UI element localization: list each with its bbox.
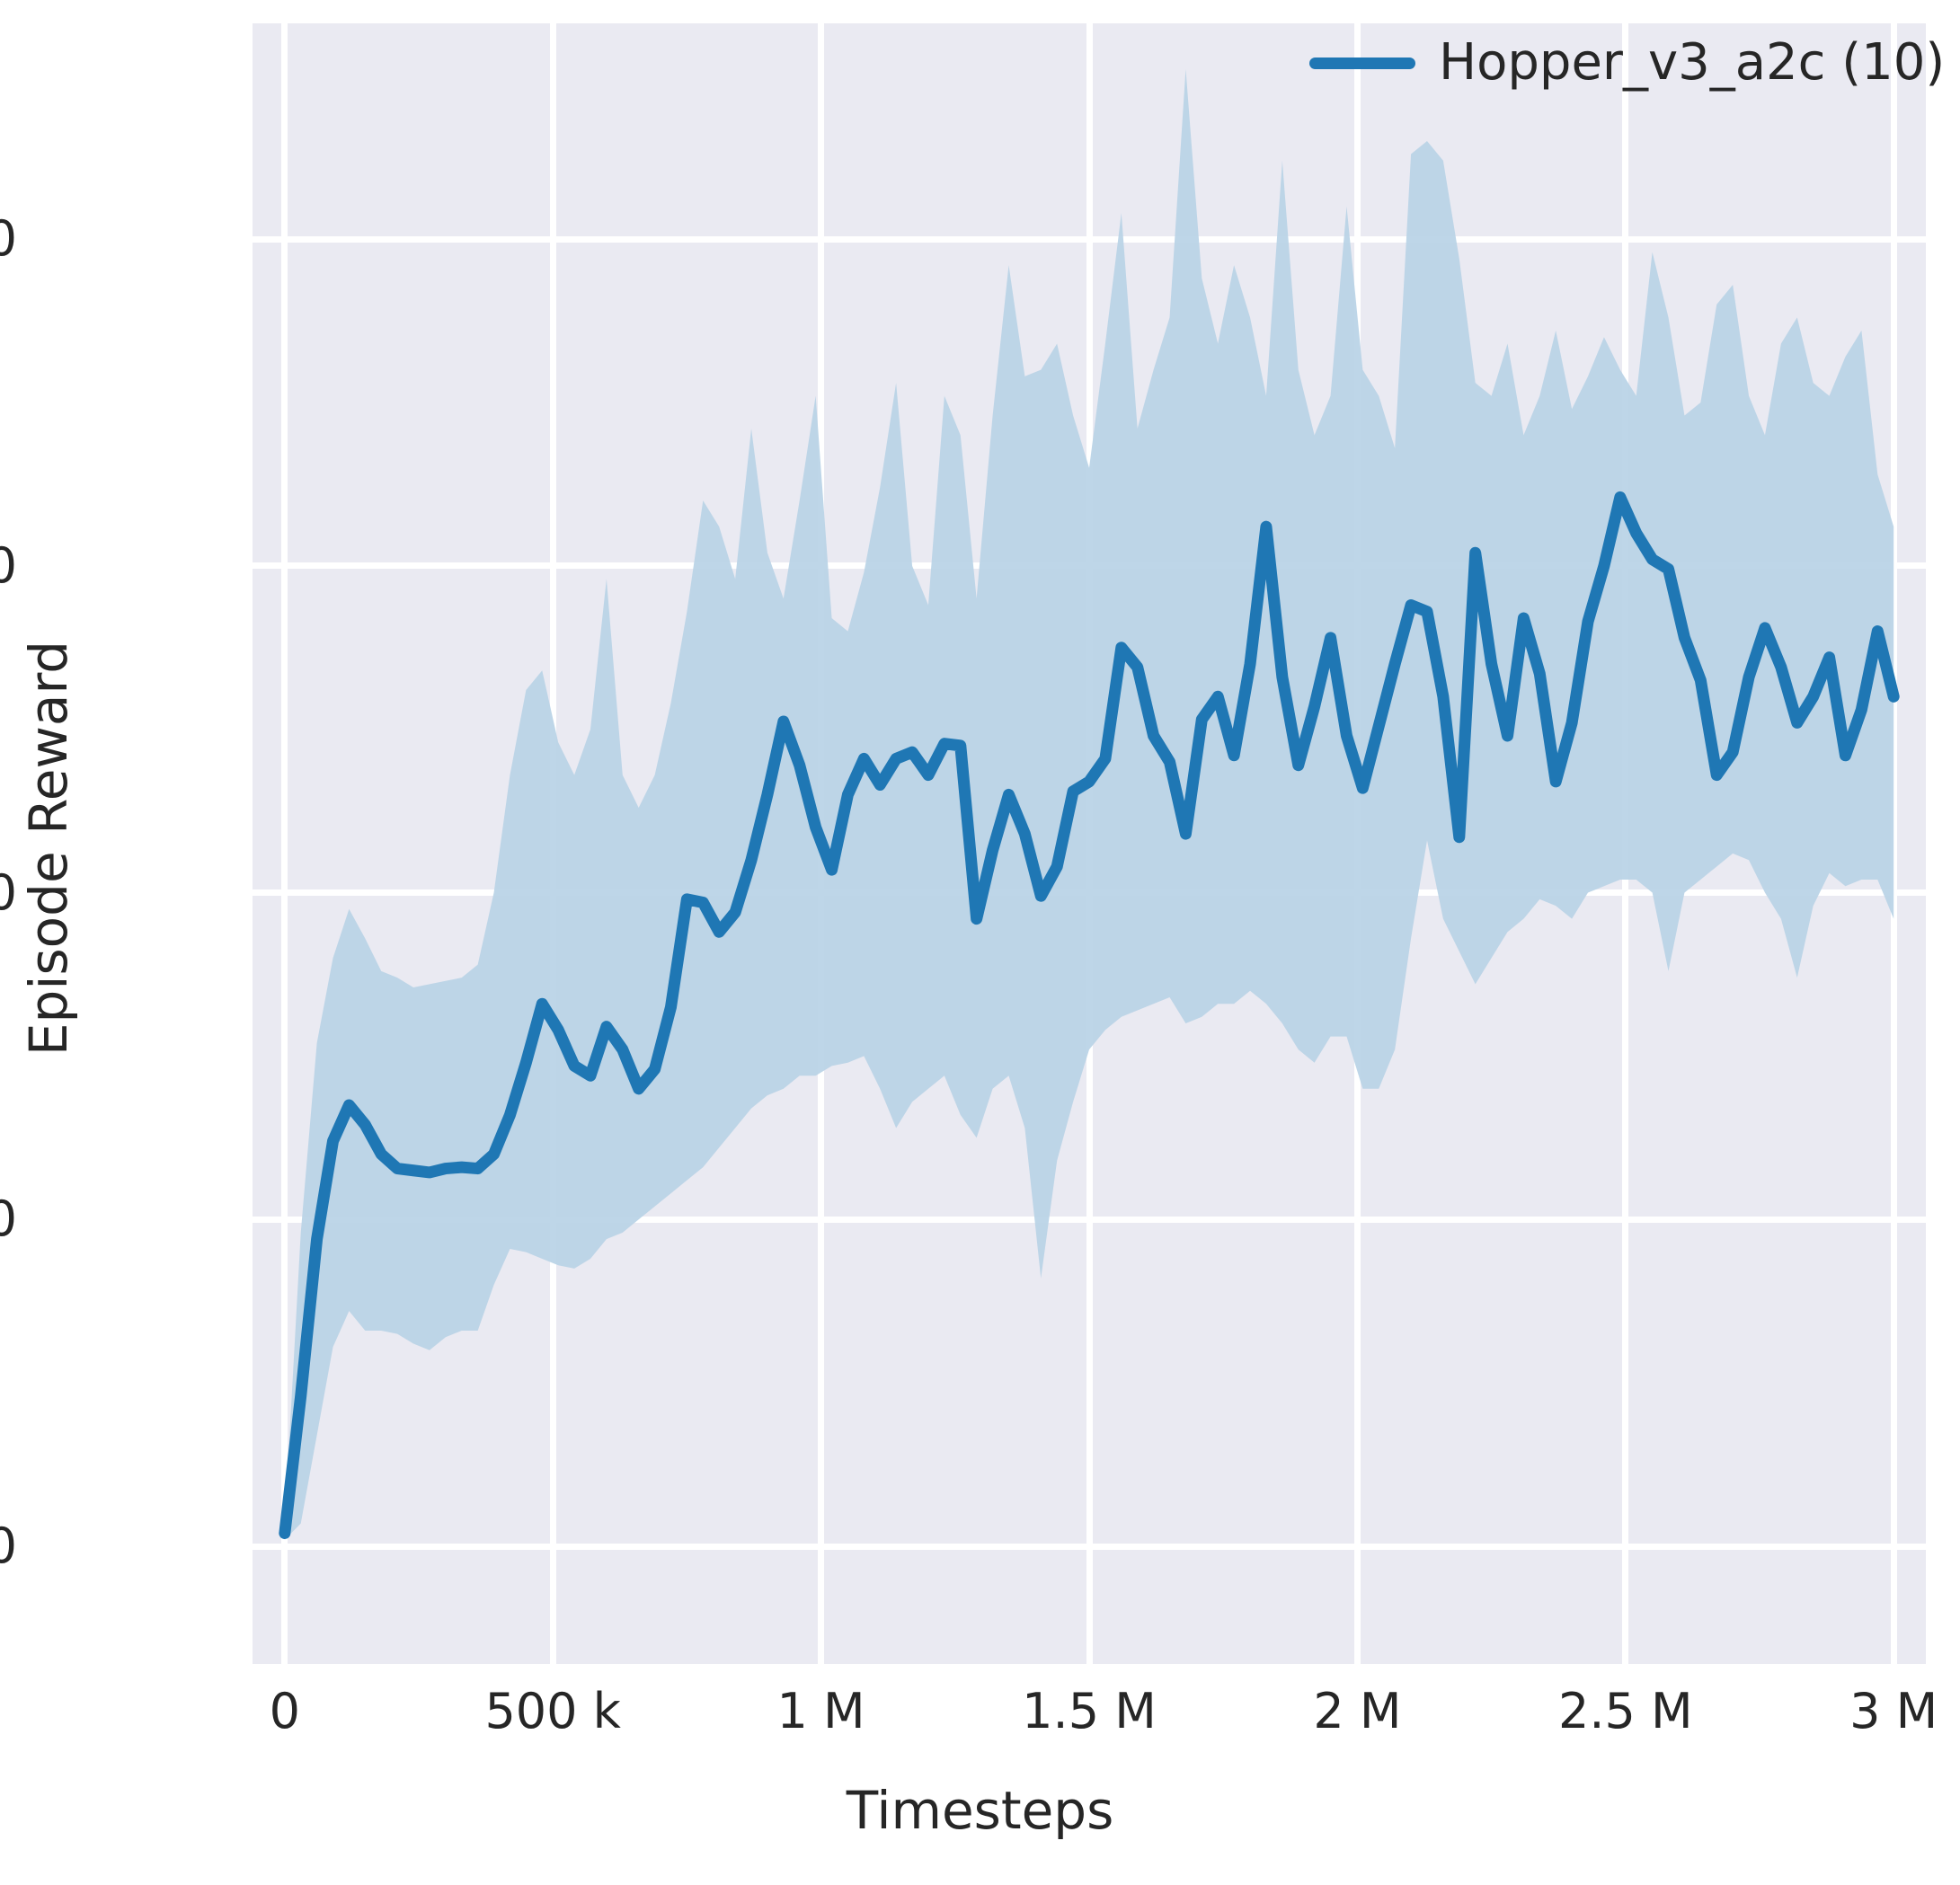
x-tick-label-0: 0 [269,1683,300,1739]
x-tick-label-6: 3 M [1849,1683,1938,1739]
plot-area [253,23,1926,1664]
gridline-horizontal-1 [253,1216,1926,1223]
y-tick-label-500: 500 [0,1190,17,1248]
confidence-band [284,68,1894,1540]
x-tick-label-3: 1.5 M [1022,1683,1157,1739]
gridline-horizontal-4 [253,235,1926,243]
legend-line-swatch [1309,57,1415,69]
gridline-horizontal-0 [253,1543,1926,1550]
legend-entry-label: Hopper_v3_a2c (10) [1439,33,1946,92]
y-tick-label-0: 0 [0,1518,17,1575]
x-axis-title: Timesteps [846,1780,1114,1841]
x-tick-label-4: 2 M [1313,1683,1402,1739]
y-tick-label-1000: 1000 [0,863,17,921]
y-axis-title: Episode Reward [18,640,79,1057]
x-tick-label-5: 2.5 M [1557,1683,1693,1739]
data-layer [279,68,1900,1540]
gridline-vertical-0 [281,23,288,1664]
y-tick-label-1500: 1500 [0,536,17,594]
y-tick-label-2000: 2000 [0,210,17,268]
x-tick-label-2: 1 M [776,1683,865,1739]
mean-line [279,491,1900,1539]
legend: Hopper_v3_a2c (10) [1300,31,1954,95]
x-tick-label-1: 500 k [484,1683,621,1739]
